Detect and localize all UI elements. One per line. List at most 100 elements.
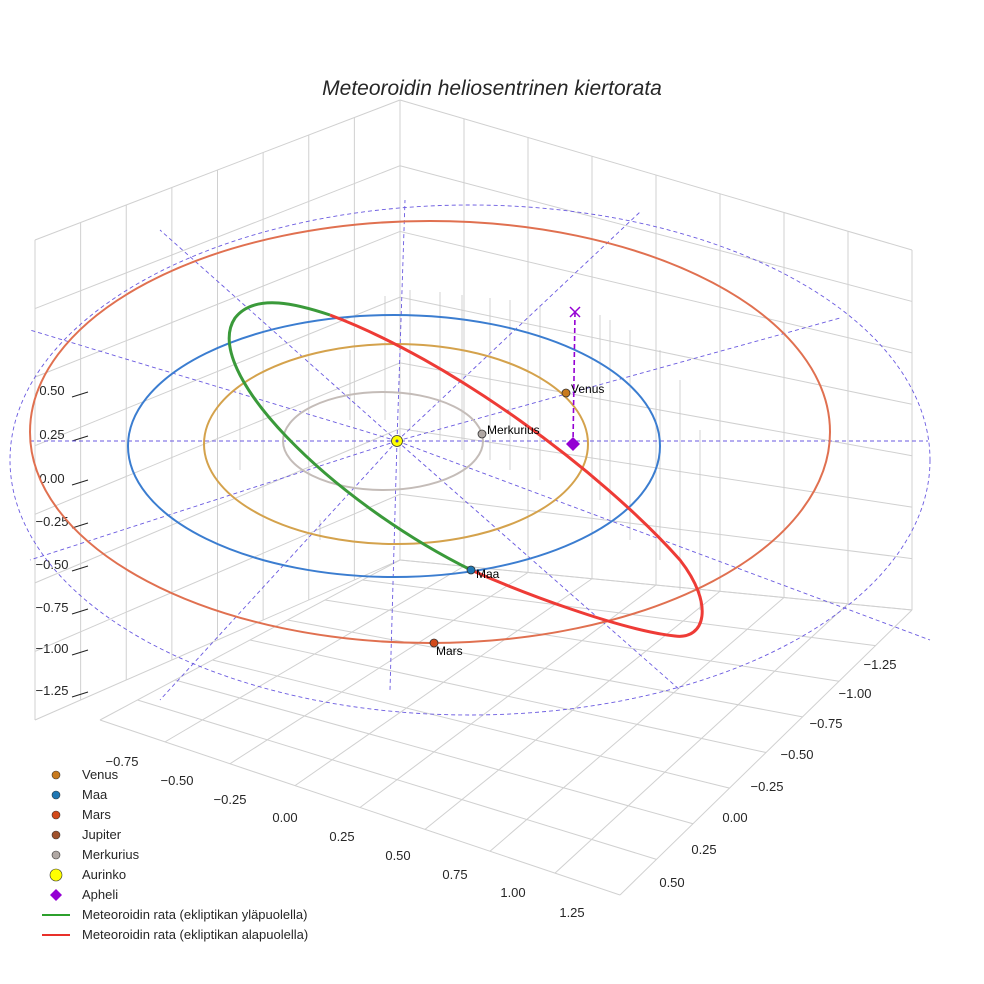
legend-circle-marker: [51, 770, 61, 780]
y-tick-label: −0.50: [781, 747, 814, 762]
planet-label: Merkurius: [487, 423, 540, 437]
grid-line: [399, 296, 913, 405]
x-tick-label: −0.50: [161, 773, 194, 788]
z-tick-label: 0.00: [39, 471, 64, 486]
legend-label: Meteoroidin rata (ekliptikan yläpuolella…: [82, 907, 307, 922]
y-tick-label: 0.50: [659, 875, 684, 890]
legend-label: Apheli: [82, 887, 118, 902]
y-tick-label: −0.25: [751, 779, 784, 794]
meteoroid-orbit-below: [329, 313, 704, 638]
aphelion-projection-x-marker: [569, 306, 581, 318]
chart-title: Meteoroidin heliosentrinen kiertorata: [322, 77, 662, 100]
x-tick-label: −0.25: [214, 792, 247, 807]
ecliptic-reference-line: [29, 440, 398, 561]
z-tick-label: −0.75: [36, 600, 69, 615]
z-tick: [71, 691, 89, 698]
grid-line: [164, 565, 465, 743]
legend-circle-marker: [51, 830, 61, 840]
grid-line: [34, 296, 401, 447]
ecliptic-reference-line: [159, 440, 398, 701]
z-tick: [71, 649, 89, 656]
orbit-merkurius: [282, 391, 484, 491]
legend-label: Meteoroidin rata (ekliptikan alapuolella…: [82, 927, 308, 942]
grid-line: [34, 428, 401, 584]
legend-circle-marker: [51, 810, 61, 820]
grid-line: [359, 584, 657, 808]
grid-line: [619, 609, 913, 896]
ecliptic-reference-line: [389, 440, 398, 691]
meteoroid-orbit-above: [227, 301, 472, 572]
grid-line: [399, 362, 913, 457]
orbit-mars: [29, 220, 831, 644]
x-tick-label: 0.75: [442, 867, 467, 882]
legend-label: Merkurius: [82, 847, 140, 862]
ecliptic-reference-line: [29, 329, 398, 442]
ecliptic-reference-line: [396, 211, 641, 442]
planet-mars: [429, 638, 439, 648]
grid-line: [554, 603, 849, 874]
y-tick-label: −0.75: [810, 716, 843, 731]
legend-diamond-marker: [50, 889, 62, 901]
ecliptic-reference-line: [396, 440, 931, 641]
x-tick-label: 0.00: [272, 810, 297, 825]
legend-label: Aurinko: [82, 867, 126, 882]
z-tick: [71, 435, 89, 442]
x-tick-label: 0.50: [385, 848, 410, 863]
z-tick-label: −0.50: [36, 557, 69, 572]
ecliptic-reference-line: [396, 199, 406, 442]
z-tick: [71, 522, 89, 529]
planet-maa: [466, 565, 476, 575]
grid-line: [34, 559, 401, 721]
x-tick-label: −0.75: [106, 754, 139, 769]
y-tick-label: −1.25: [864, 657, 897, 672]
z-tick-label: −1.00: [36, 641, 69, 656]
z-tick-label: 0.50: [39, 383, 64, 398]
grid-line: [399, 230, 913, 354]
y-tick-label: 0.25: [691, 842, 716, 857]
legend-label: Maa: [82, 787, 108, 802]
grid-line: [489, 597, 785, 852]
planet-label: Mars: [436, 644, 463, 658]
z-tick-label: 0.25: [39, 427, 64, 442]
aphelion-projection-line: [572, 311, 576, 445]
legend-label: Jupiter: [82, 827, 122, 842]
grid-line: [34, 165, 401, 310]
planet-label: Venus: [571, 382, 604, 396]
axes: 0.50 0.25 0.00 −0.25 −0.50 −0.75 −1.00 −1.25 −0.…: [36, 383, 897, 920]
legend-circle-marker: [51, 790, 61, 800]
orbits: [9, 199, 931, 716]
z-tick: [71, 479, 89, 486]
x-tick-label: 1.00: [500, 885, 525, 900]
planet-merkurius: [477, 429, 487, 439]
grid-line: [34, 493, 401, 652]
grid-line: [399, 165, 913, 302]
orbit-maa: [127, 314, 661, 578]
z-tick: [71, 565, 89, 572]
legend-label: Venus: [82, 767, 119, 782]
aphelion-marker: [566, 437, 580, 451]
sun-center: [395, 439, 399, 443]
z-tick: [71, 391, 89, 398]
z-tick: [71, 608, 89, 615]
z-tick-label: −1.25: [36, 683, 69, 698]
z-tick-label: −0.25: [36, 514, 69, 529]
planet-venus: [561, 388, 571, 398]
legend-circle-marker: [49, 868, 63, 882]
grid-line: [399, 493, 913, 560]
grid-line: [229, 572, 529, 765]
grid-line: [399, 99, 913, 251]
legend-label: Mars: [82, 807, 111, 822]
ecliptic-reference-line: [396, 317, 841, 442]
x-tick-label: 0.25: [329, 829, 354, 844]
grid-line: [424, 590, 721, 830]
legend-circle-marker: [51, 850, 61, 860]
ecliptic-reference-line: [159, 229, 398, 442]
grid-line: [294, 578, 593, 787]
ecliptic-reference-circle: [9, 204, 931, 716]
y-tick-label: −1.00: [839, 686, 872, 701]
x-tick-label: 1.25: [559, 905, 584, 920]
y-tick-label: 0.00: [722, 810, 747, 825]
grid-line: [99, 559, 401, 721]
